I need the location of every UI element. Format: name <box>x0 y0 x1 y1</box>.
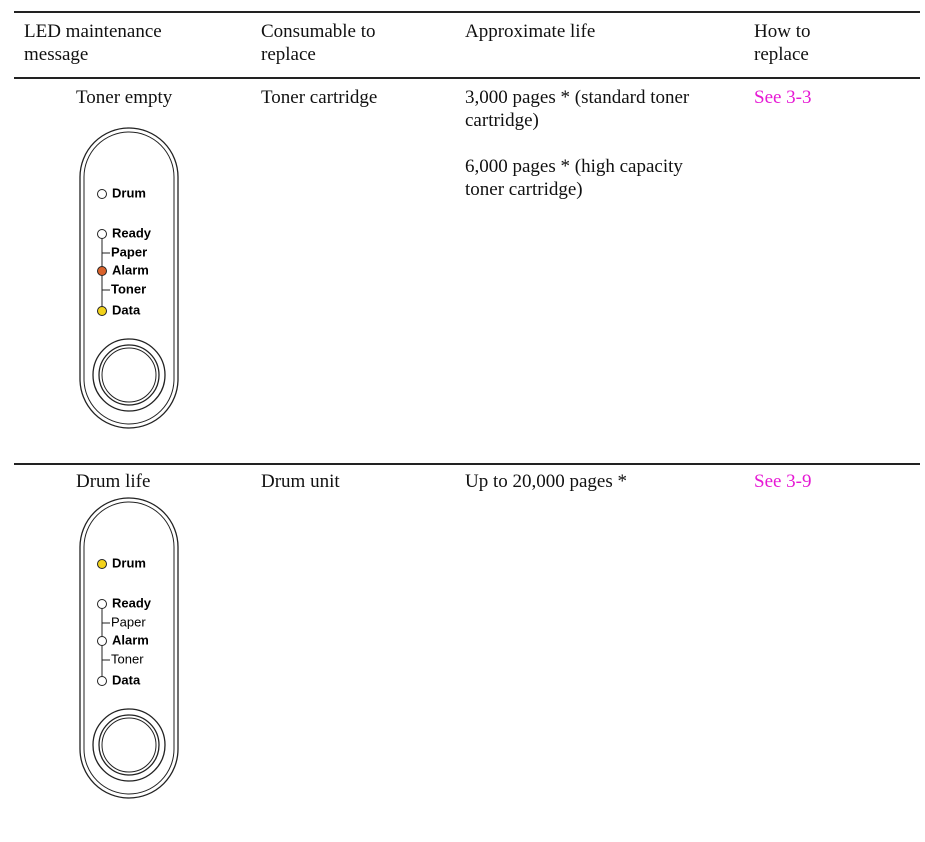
link[interactable]: See 3-9 <box>754 471 812 492</box>
message: Toner empty <box>76 87 173 108</box>
header: Consumable to replace <box>261 21 376 65</box>
link[interactable]: See 3-3 <box>754 87 812 108</box>
panel-outline <box>79 497 179 799</box>
led <box>97 636 107 646</box>
button <box>92 708 166 782</box>
life: 3,000 pages * (standard toner cartridge)… <box>465 86 700 224</box>
panel-inner <box>83 131 175 425</box>
led-label: Alarm <box>112 632 149 647</box>
button <box>101 347 157 403</box>
life-text: Up to 20,000 pages * <box>465 471 628 492</box>
button <box>98 344 160 406</box>
led-label: Toner <box>111 651 144 666</box>
led <box>97 306 107 316</box>
header: Approximate life <box>465 21 596 42</box>
led <box>97 266 107 276</box>
consumable: Drum unit <box>261 471 340 492</box>
life-text: 6,000 pages * (high capacity toner cartr… <box>465 156 683 200</box>
led <box>97 229 107 239</box>
led-label: Ready <box>112 225 152 240</box>
header: LED maintenance message <box>24 21 162 65</box>
message: Drum life <box>76 471 151 492</box>
button <box>98 714 160 776</box>
led-label: Ready <box>112 595 152 610</box>
life-text: 3,000 pages * (standard toner cartridge) <box>465 87 690 131</box>
panel-inner <box>83 501 175 795</box>
led-label: Paper <box>111 244 147 259</box>
led <box>97 189 107 199</box>
led <box>97 599 107 609</box>
row-rule <box>14 463 920 465</box>
led-label: Alarm <box>112 262 149 277</box>
led-label: Drum <box>112 185 146 200</box>
button <box>92 338 166 412</box>
led-label: Drum <box>112 555 146 570</box>
led-label: Data <box>112 672 141 687</box>
header-rule <box>14 77 920 79</box>
life: Up to 20,000 pages * <box>465 470 700 516</box>
led <box>97 676 107 686</box>
button <box>101 717 157 773</box>
consumable: Toner cartridge <box>261 87 378 108</box>
led-label: Toner <box>111 281 146 296</box>
led-label: Paper <box>111 614 146 629</box>
led <box>97 559 107 569</box>
header: How to replace <box>754 21 811 65</box>
led-label: Data <box>112 302 141 317</box>
panel-outline <box>79 127 179 429</box>
top-rule <box>14 11 920 13</box>
